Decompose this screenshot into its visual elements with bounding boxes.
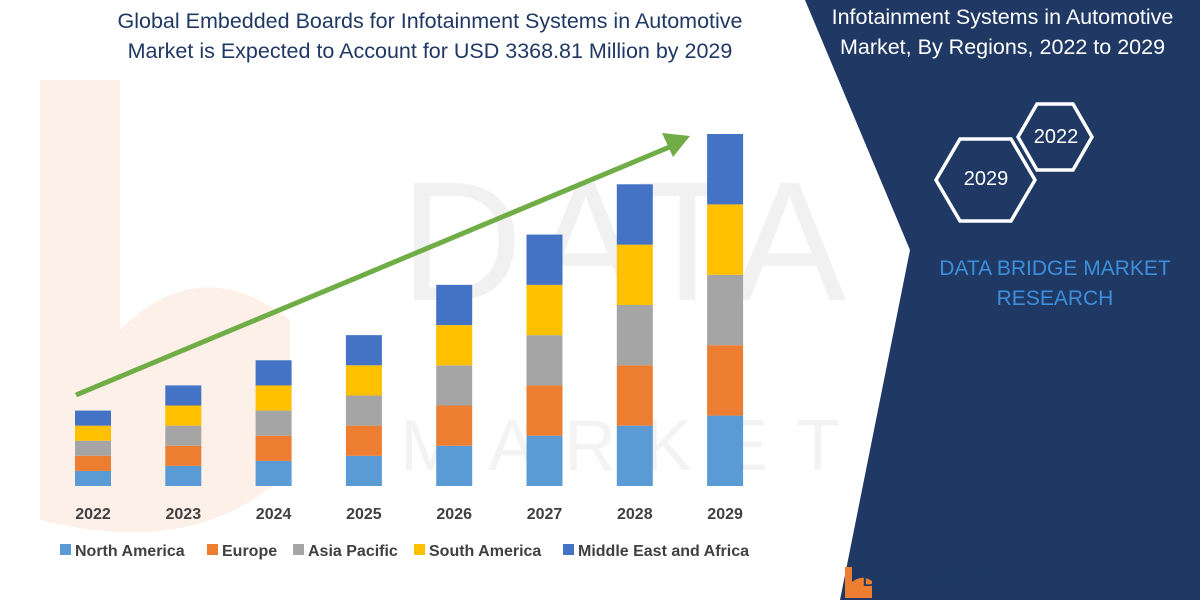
hex-label-2029: 2029 bbox=[963, 168, 1009, 190]
legend-label-0: North America bbox=[75, 543, 185, 560]
bar-2029-series-2 bbox=[707, 274, 744, 346]
bar-2024-series-4 bbox=[255, 360, 292, 386]
x-tick-label: 2024 bbox=[256, 506, 292, 523]
bar-2028-series-1 bbox=[616, 365, 653, 426]
bar-2023-series-1 bbox=[165, 445, 202, 466]
legend-label-1: Europe bbox=[222, 543, 277, 560]
logo-text: DATA BRIDGE bbox=[862, 566, 1002, 591]
bar-2027-series-2 bbox=[526, 335, 563, 386]
bar-2029-series-3 bbox=[707, 204, 744, 275]
bar-2022-series-3 bbox=[75, 425, 111, 441]
bar-2027-series-1 bbox=[526, 385, 563, 436]
legend-label-2: Asia Pacific bbox=[308, 543, 398, 560]
bar-2024-series-2 bbox=[255, 410, 292, 436]
bar-2023-series-2 bbox=[165, 425, 202, 446]
x-axis-ticks: 2022 2023 2024 2025 2026 2027 2028 2029 bbox=[75, 506, 743, 523]
bar-2025-series-0 bbox=[345, 455, 382, 486]
bar-2025-series-4 bbox=[345, 335, 382, 366]
legend-label-4: Middle East and Africa bbox=[578, 543, 749, 560]
panel-title-line-1: Infotainment Systems in Automotive bbox=[831, 5, 1174, 29]
trend-arrow-line bbox=[75, 143, 673, 398]
panel-title: Infotainment Systems in Automotive Marke… bbox=[805, 2, 1200, 62]
bar-2027-series-0 bbox=[526, 435, 563, 486]
bar-2022-series-0 bbox=[75, 470, 111, 486]
bar-2029-series-0 bbox=[707, 415, 744, 486]
chart-title: Global Embedded Boards for Infotainment … bbox=[40, 6, 820, 66]
legend-swatch-4 bbox=[563, 544, 574, 555]
legend-swatch-3 bbox=[414, 544, 425, 555]
bar-2022-series-1 bbox=[75, 455, 111, 471]
panel-title-line-2: Market, By Regions, 2022 to 2029 bbox=[839, 35, 1166, 59]
bar-2029-series-1 bbox=[707, 345, 744, 416]
hexagon-2022-icon bbox=[1015, 102, 1095, 172]
trend-arrow bbox=[75, 133, 690, 398]
x-tick-label: 2029 bbox=[707, 506, 743, 523]
legend-swatch-0 bbox=[60, 544, 71, 555]
x-tick-label: 2028 bbox=[617, 506, 653, 523]
bar-2023-series-4 bbox=[165, 385, 202, 406]
bar-2023-series-3 bbox=[165, 405, 202, 426]
bar-2024-series-3 bbox=[255, 385, 292, 411]
x-tick-label: 2025 bbox=[346, 506, 382, 523]
legend: North America Europe Asia Pacific South Ame… bbox=[60, 543, 749, 560]
bar-2022-series-2 bbox=[75, 440, 111, 456]
bar-2026-series-0 bbox=[436, 445, 473, 486]
bar-2027-series-4 bbox=[526, 234, 563, 285]
bar-2025-series-3 bbox=[345, 365, 382, 396]
x-tick-label: 2027 bbox=[527, 506, 563, 523]
chart-title-line-1: Global Embedded Boards for Infotainment … bbox=[117, 9, 743, 33]
bar-2022-series-4 bbox=[75, 410, 111, 426]
bar-2028-series-3 bbox=[616, 244, 653, 305]
brand-text: DATA BRIDGE MARKET RESEARCH bbox=[905, 254, 1200, 314]
legend-swatch-2 bbox=[293, 544, 304, 555]
brand-line-1: DATA BRIDGE MARKET bbox=[939, 257, 1171, 280]
bar-2026-series-4 bbox=[436, 284, 473, 326]
bar-2024-series-1 bbox=[255, 435, 292, 461]
hex-label-2022: 2022 bbox=[1033, 126, 1079, 148]
bar-2025-series-2 bbox=[345, 395, 382, 426]
bar-2025-series-1 bbox=[345, 425, 382, 456]
x-tick-label: 2023 bbox=[166, 506, 202, 523]
logo-mark-icon bbox=[845, 567, 872, 598]
bar-2028-series-2 bbox=[616, 304, 653, 366]
bar-2028-series-0 bbox=[616, 425, 653, 486]
bar-2027-series-3 bbox=[526, 284, 563, 336]
legend-label-3: South America bbox=[429, 543, 541, 560]
panel-background bbox=[805, 0, 1200, 600]
bar-2026-series-3 bbox=[436, 325, 473, 366]
legend-swatch-1 bbox=[207, 544, 218, 555]
chart-title-line-2: Market is Expected to Account for USD 33… bbox=[127, 39, 733, 63]
bar-2024-series-0 bbox=[255, 460, 292, 486]
hexagon-2029-icon bbox=[933, 137, 1038, 223]
bar-2026-series-2 bbox=[436, 365, 473, 406]
brand-line-2: RESEARCH bbox=[996, 287, 1114, 310]
bar-2023-series-0 bbox=[165, 465, 202, 486]
trend-arrow-head bbox=[662, 133, 690, 157]
x-tick-label: 2026 bbox=[436, 506, 472, 523]
bars-group bbox=[75, 134, 744, 486]
bar-2029-series-4 bbox=[707, 134, 744, 205]
bar-2026-series-1 bbox=[436, 405, 473, 446]
bar-2028-series-4 bbox=[616, 184, 653, 245]
x-tick-label: 2022 bbox=[75, 506, 111, 523]
